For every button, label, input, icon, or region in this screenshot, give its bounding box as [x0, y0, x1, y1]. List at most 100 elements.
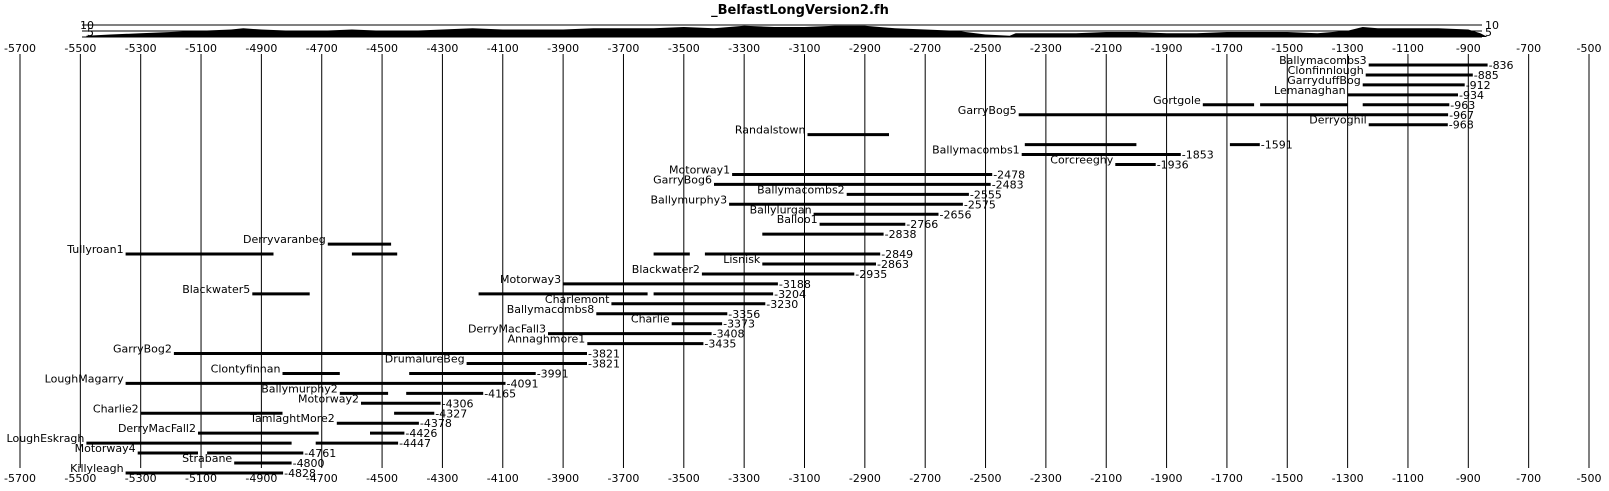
x-tick-label-top: -3500 [668, 42, 700, 55]
row-end-year-label: -968 [1449, 119, 1474, 132]
x-tick-label-bottom: -500 [1577, 472, 1602, 485]
x-tick-label-top: -4500 [366, 42, 398, 55]
row-end-year-label: -3230 [766, 298, 798, 311]
x-tick-label-bottom: -3700 [607, 472, 639, 485]
row-derrymacfall2: DerryMacFall2 -4426 [118, 422, 437, 440]
row-tamlaghtmore2: TamlaghtMore2 -4378 [249, 412, 452, 430]
row-garryduffbog: GarryduffBog -912 [1287, 74, 1490, 92]
row-name-label: Motorway4 [75, 442, 136, 455]
x-tick-label-bottom: -5700 [4, 472, 36, 485]
row-end-year-label: -963 [1450, 99, 1475, 112]
x-tick-label-bottom: -4700 [306, 472, 338, 485]
row-charlemont: Charlemont -3230 [545, 293, 798, 311]
x-tick-label-top: -5500 [64, 42, 96, 55]
row-ballymacombs8: Ballymacombs8 -3356 [507, 303, 761, 321]
row-derrymacfall3: DerryMacFall3 -3408 [468, 323, 745, 341]
row-end-year-label: -836 [1489, 59, 1514, 72]
row-end-year-label: -2838 [885, 228, 917, 241]
x-tick-label-top: -4300 [426, 42, 458, 55]
x-tick-label-bottom: -1100 [1392, 472, 1424, 485]
row-ballymacombs3: Ballymacombs3 -836 [1279, 54, 1513, 72]
row-end-year-label: -2575 [964, 198, 996, 211]
row-garrybog5: GarryBog5 -967 [958, 104, 1474, 122]
x-tick-label-top: -5300 [125, 42, 157, 55]
x-tick-label-top: -4700 [306, 42, 338, 55]
row-name-label: Ballymurphy3 [651, 193, 728, 206]
row-tullyroan1: Tullyroan1 -2849 [66, 243, 913, 261]
row-charlie: Charlie -3373 [631, 313, 755, 331]
x-tick-label-top: -4100 [487, 42, 519, 55]
row-name-label: Ballymacombs8 [507, 303, 595, 316]
x-tick-label-bottom: -3100 [789, 472, 821, 485]
row-name-label: Randalstown [735, 124, 806, 137]
row-end-year-label: -934 [1459, 89, 1484, 102]
row-end-year-label: -4761 [304, 447, 336, 460]
row-name-label: LoughEskragh [7, 432, 85, 445]
row-strabane: Strabane -4800 [182, 452, 324, 470]
row-motorway4: Motorway4 -4761 [75, 442, 337, 460]
row-name-label: Charlie2 [93, 402, 139, 415]
row-clonfinnlough: Clonfinnlough -885 [1288, 64, 1499, 82]
row-name-label: Ballylurgan [750, 203, 812, 216]
gridlines [19, 54, 1590, 468]
row-end-year-label: -2478 [993, 168, 1025, 181]
row-name-label: Corcreeghy [1050, 154, 1114, 167]
x-tick-label-top: -1300 [1332, 42, 1364, 55]
row-name-label: Ballymurphy2 [261, 382, 338, 395]
row-lemanaghan: Lemanaghan -934 [1274, 84, 1484, 102]
row-name-label: Charlie [631, 313, 670, 326]
x-tick-label-bottom: -1500 [1271, 472, 1303, 485]
row-name-label: DerryMacFall2 [118, 422, 196, 435]
x-tick-label-bottom: -1700 [1211, 472, 1243, 485]
row-motorway1: Motorway1 -2478 [669, 163, 1025, 181]
row-blackwater2: Blackwater2 -2935 [632, 263, 887, 281]
row-end-year-label: -1853 [1182, 149, 1214, 162]
row-name-label: Killyleagh [70, 462, 123, 475]
depth-label-left-10: 10 [80, 19, 94, 32]
row-name-label: Balloo1 [777, 213, 818, 226]
row-unnamed-17: -2838 [762, 228, 917, 241]
x-tick-label-top: -2300 [1030, 42, 1062, 55]
row-name-label: Blackwater2 [632, 263, 700, 276]
row-end-year-label: -2555 [970, 188, 1002, 201]
x-tick-label-top: -2100 [1090, 42, 1122, 55]
row-name-label: Lisnisk [723, 253, 761, 266]
row-end-year-label: -3991 [537, 367, 569, 380]
x-tick-label-top: -3300 [728, 42, 760, 55]
row-name-label: Ballymacombs2 [757, 183, 845, 196]
row-lisnisk: Lisnisk -2863 [723, 253, 909, 271]
x-tick-label-bottom: -5100 [185, 472, 217, 485]
row-end-year-label: -2656 [940, 208, 972, 221]
row-name-label: Motorway2 [298, 392, 359, 405]
row-name-label: Clontyfinnan [211, 362, 281, 375]
row-balloo1: Balloo1 -2766 [777, 213, 939, 231]
x-tick-label-bottom: -5500 [64, 472, 96, 485]
row-name-label: TamlaghtMore2 [249, 412, 335, 425]
chart-title: _BelfastLongVersion2.fh [711, 3, 889, 18]
depth-area [86, 25, 1488, 37]
row-end-year-label: -3373 [723, 318, 755, 331]
row-end-year-label: -2849 [881, 248, 913, 261]
row-randalstown: Randalstown [735, 124, 889, 137]
row-unnamed-8: -1591 [1024, 139, 1293, 152]
row-name-label: Ballymacombs3 [1279, 54, 1367, 67]
x-axis-top: -5700 -5500 -5300 -5100 -4900 -4700 -4500 -4300… [4, 42, 1601, 55]
row-end-year-label: -2766 [906, 218, 938, 231]
row-end-year-label: -4447 [399, 437, 431, 450]
row-name-label: GarryBog2 [113, 343, 172, 356]
x-tick-label-bottom: -3900 [547, 472, 579, 485]
x-tick-label-top: -3900 [547, 42, 579, 55]
row-garrybog2: GarryBog2 -3821 [113, 343, 620, 361]
x-tick-label-top: -1100 [1392, 42, 1424, 55]
row-end-year-label: -4091 [507, 377, 539, 390]
row-end-year-label: -3435 [704, 338, 736, 351]
row-end-year-label: -4165 [484, 387, 516, 400]
row-garrybog6: GarryBog6 -2483 [653, 173, 1024, 191]
x-tick-label-top: -1700 [1211, 42, 1243, 55]
row-name-label: Motorway1 [669, 163, 730, 176]
row-end-year-label: -2935 [855, 268, 887, 281]
row-end-year-label: -4800 [293, 457, 325, 470]
